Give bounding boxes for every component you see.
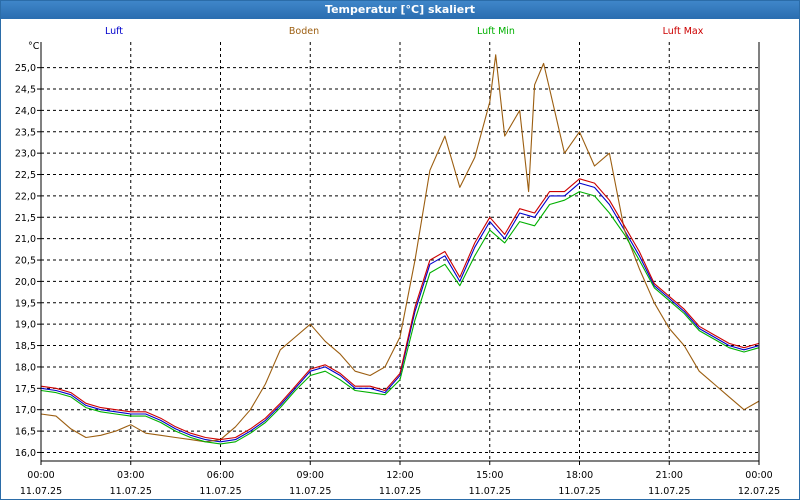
- y-tick-label: 24,0: [15, 106, 36, 117]
- legend-entry: Boden: [289, 26, 319, 37]
- x-tick-date: 11.07.25: [110, 486, 152, 497]
- x-tick-date: 11.07.25: [379, 486, 421, 497]
- y-tick-label: 19,5: [15, 298, 36, 309]
- x-tick-time: 00:00: [27, 470, 54, 481]
- series-line-luft-max: [40, 178, 760, 441]
- y-tick-label: 24,5: [15, 85, 36, 96]
- y-tick-label: 16,5: [15, 427, 36, 438]
- y-unit-label: °C: [28, 41, 40, 52]
- x-tick-date: 11.07.25: [648, 486, 690, 497]
- y-tick-label: 23,0: [15, 149, 36, 160]
- x-tick-date: 11.07.25: [469, 486, 511, 497]
- window-title: Temperatur [°C] skaliert: [1, 1, 799, 19]
- series-line-boden: [40, 54, 760, 443]
- x-tick-time: 00:00: [745, 470, 772, 481]
- y-tick-label: 21,0: [15, 234, 36, 245]
- legend-entry: Luft: [105, 26, 123, 37]
- y-tick-label: 22,0: [15, 191, 36, 202]
- legend: Luft Boden Luft Min Luft Max: [105, 26, 704, 37]
- y-tick-label: 18,5: [15, 341, 36, 352]
- x-tick-date: 11.07.25: [289, 486, 331, 497]
- series-lines: [40, 54, 760, 445]
- y-tick-label: 21,5: [15, 213, 36, 224]
- x-tick-time: 12:00: [386, 470, 413, 481]
- x-tick-date: 12.07.25: [738, 486, 780, 497]
- y-tick-label: 17,5: [15, 384, 36, 395]
- x-tick-time: 18:00: [566, 470, 593, 481]
- y-tick-label: 16,0: [15, 448, 36, 459]
- x-tick-time: 06:00: [207, 470, 234, 481]
- y-tick-label: 20,5: [15, 256, 36, 267]
- x-tick-time: 03:00: [117, 470, 144, 481]
- x-tick-time: 21:00: [656, 470, 683, 481]
- y-tick-label: 18,0: [15, 362, 36, 373]
- x-tick-date: 11.07.25: [558, 486, 600, 497]
- series-line-luft: [40, 182, 760, 443]
- y-tick-labels: 16,0 16,5 17,0 17,5 18,0 18,5 19,0 19,5 20,0 20,5…: [15, 63, 36, 459]
- horizontal-grid: [37, 67, 759, 453]
- legend-entry: Luft Max: [663, 26, 704, 37]
- y-tick-label: 19,0: [15, 320, 36, 331]
- y-tick-label: 22,5: [15, 170, 36, 181]
- series-line-luft-min: [40, 191, 760, 445]
- x-tick-labels: 00:00 11.07.25 03:00 11.07.25 06:00 11.07.25 0…: [20, 470, 780, 497]
- vertical-grid: [40, 42, 760, 465]
- x-tick-time: 09:00: [297, 470, 324, 481]
- legend-entry: Luft Min: [477, 26, 515, 37]
- y-tick-label: 25,0: [15, 63, 36, 74]
- y-tick-label: 17,0: [15, 405, 36, 416]
- y-tick-label: 20,0: [15, 277, 36, 288]
- x-tick-date: 11.07.25: [20, 486, 62, 497]
- x-tick-time: 15:00: [476, 470, 503, 481]
- y-tick-label: 23,5: [15, 127, 36, 138]
- x-tick-date: 11.07.25: [199, 486, 241, 497]
